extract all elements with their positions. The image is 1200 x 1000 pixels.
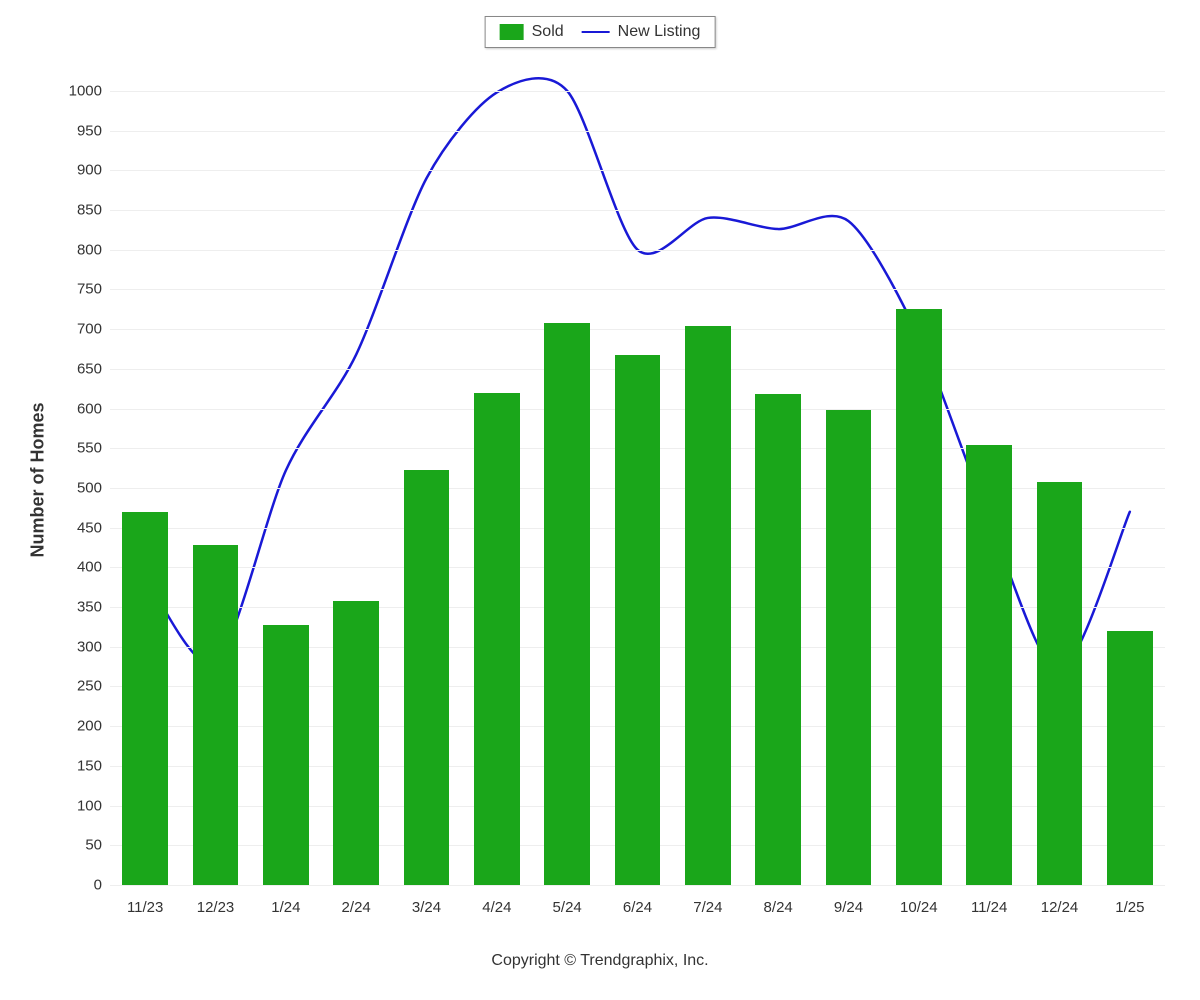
y-tick-label: 100 <box>77 797 110 814</box>
bar <box>122 512 168 885</box>
plot-area: 0501001502002503003504004505005506006507… <box>110 75 1165 885</box>
bar <box>193 545 239 885</box>
x-tick-label: 9/24 <box>834 885 863 916</box>
gridline <box>110 289 1165 290</box>
y-tick-label: 450 <box>77 519 110 536</box>
y-tick-label: 0 <box>94 877 110 894</box>
y-tick-label: 350 <box>77 599 110 616</box>
y-tick-label: 550 <box>77 440 110 457</box>
bar <box>404 470 450 885</box>
y-tick-label: 850 <box>77 202 110 219</box>
footer-copyright: Copyright © Trendgraphix, Inc. <box>491 952 708 970</box>
legend-item-newlisting: New Listing <box>582 23 701 41</box>
x-tick-label: 1/24 <box>271 885 300 916</box>
y-tick-label: 400 <box>77 559 110 576</box>
bar <box>1037 482 1083 885</box>
gridline <box>110 210 1165 211</box>
legend-swatch-newlisting <box>582 31 610 33</box>
y-tick-label: 600 <box>77 400 110 417</box>
gridline <box>110 329 1165 330</box>
bar <box>333 601 379 885</box>
y-tick-label: 650 <box>77 360 110 377</box>
y-tick-label: 250 <box>77 678 110 695</box>
y-tick-label: 800 <box>77 241 110 258</box>
legend: Sold New Listing <box>485 16 716 48</box>
legend-item-sold: Sold <box>500 23 564 41</box>
y-tick-label: 150 <box>77 757 110 774</box>
x-tick-label: 7/24 <box>693 885 722 916</box>
legend-swatch-sold <box>500 24 524 40</box>
bar <box>896 309 942 885</box>
bar <box>1107 631 1153 885</box>
chart-container: Sold New Listing 05010015020025030035040… <box>0 0 1200 1000</box>
x-tick-label: 12/23 <box>197 885 235 916</box>
bar <box>826 410 872 885</box>
y-tick-label: 200 <box>77 718 110 735</box>
x-tick-label: 2/24 <box>342 885 371 916</box>
bar <box>474 393 520 885</box>
x-tick-label: 4/24 <box>482 885 511 916</box>
x-tick-label: 12/24 <box>1041 885 1079 916</box>
y-tick-label: 500 <box>77 479 110 496</box>
y-tick-label: 900 <box>77 162 110 179</box>
bar <box>263 625 309 885</box>
y-tick-label: 950 <box>77 122 110 139</box>
gridline <box>110 131 1165 132</box>
legend-label-sold: Sold <box>532 23 564 41</box>
x-tick-label: 6/24 <box>623 885 652 916</box>
y-tick-label: 750 <box>77 281 110 298</box>
x-tick-label: 3/24 <box>412 885 441 916</box>
y-tick-label: 700 <box>77 321 110 338</box>
y-tick-label: 1000 <box>69 82 110 99</box>
y-axis-title: Number of Homes <box>28 402 49 557</box>
gridline <box>110 250 1165 251</box>
legend-label-newlisting: New Listing <box>618 23 701 41</box>
x-tick-label: 5/24 <box>553 885 582 916</box>
x-tick-label: 1/25 <box>1115 885 1144 916</box>
gridline <box>110 91 1165 92</box>
x-tick-label: 10/24 <box>900 885 938 916</box>
bar <box>685 326 731 885</box>
y-tick-label: 50 <box>85 837 110 854</box>
bar <box>615 355 661 885</box>
bar <box>755 394 801 885</box>
x-tick-label: 11/24 <box>971 885 1007 916</box>
y-tick-label: 300 <box>77 638 110 655</box>
bar <box>966 445 1012 885</box>
x-tick-label: 11/23 <box>127 885 163 916</box>
bar <box>544 323 590 885</box>
x-tick-label: 8/24 <box>764 885 793 916</box>
gridline <box>110 170 1165 171</box>
